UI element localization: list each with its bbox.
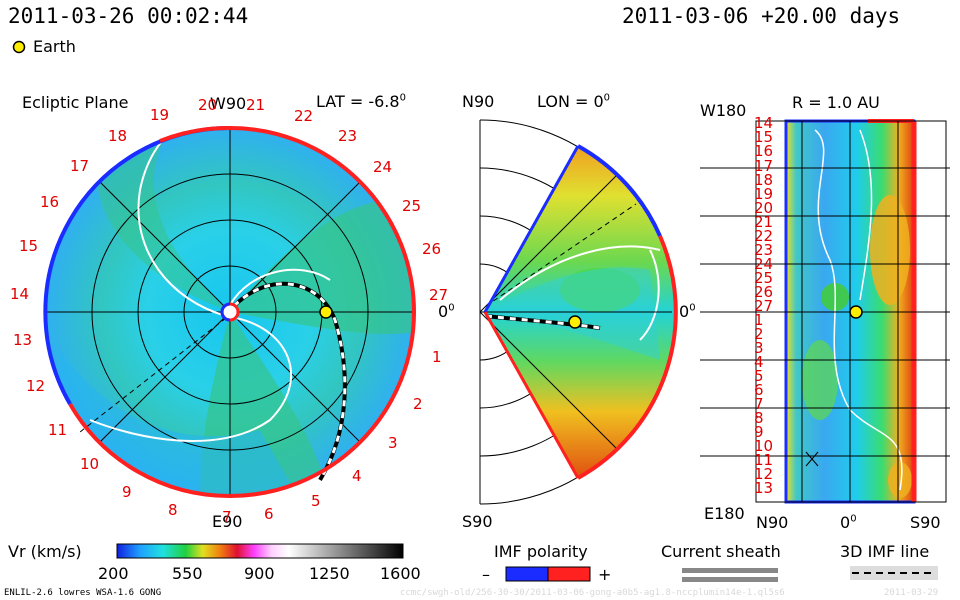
radial-n90-label: N90: [756, 513, 789, 532]
y-tick: 26: [754, 283, 774, 301]
earth-marker-ecliptic: [319, 305, 333, 319]
radius-label: R = 1.0 AU: [792, 93, 880, 112]
y-tick: 10: [754, 437, 774, 455]
polarity-minus: –: [482, 565, 490, 584]
ring-tick: 5: [311, 492, 321, 510]
ecliptic-zero-label: 00: [438, 302, 455, 321]
ecliptic-title: Ecliptic Plane: [22, 93, 129, 112]
y-tick: 18: [754, 171, 774, 189]
reference-time: 2011-03-06 +20.00 days: [622, 4, 901, 28]
y-tick: 15: [754, 128, 774, 146]
imf-line-label: 3D IMF line: [840, 542, 930, 561]
y-tick: 11: [754, 451, 774, 469]
y-tick: 25: [754, 269, 774, 287]
w180-label: W180: [700, 101, 747, 120]
ring-tick: 3: [388, 434, 398, 452]
colorbar: [116, 543, 404, 559]
ring-tick: 14: [10, 285, 30, 303]
earth-marker-meridional: [568, 315, 582, 329]
current-time: 2011-03-26 00:02:44: [8, 4, 249, 28]
ring-tick: 16: [40, 193, 60, 211]
ring-tick: 2: [413, 395, 423, 413]
ring-tick: 6: [264, 505, 274, 523]
radial-s90-label: S90: [910, 513, 941, 532]
earth-marker-radial: [849, 305, 863, 319]
y-tick: 5: [754, 367, 764, 385]
y-tick: 19: [754, 185, 774, 203]
radial-zero-label: 00: [840, 513, 857, 532]
ring-tick: 26: [422, 240, 442, 258]
y-tick: 6: [754, 381, 764, 399]
earth-legend-icon: [12, 40, 26, 54]
y-tick: 22: [754, 227, 774, 245]
current-sheath-label: Current sheath: [661, 542, 781, 561]
e180-label: E180: [704, 504, 745, 523]
file-label: ccmc/swgh-old/256-30-30/2011-03-06-gong-…: [400, 588, 785, 598]
y-tick: 4: [754, 353, 764, 371]
ring-tick: 17: [70, 157, 90, 175]
ring-tick: 7: [222, 508, 232, 526]
y-tick: 13: [754, 479, 774, 497]
ring-tick: 20: [198, 96, 218, 114]
polarity-plus: +: [598, 565, 612, 584]
meridional-zero-label: 00: [679, 302, 696, 321]
model-label: ENLIL-2.6 lowres WSA-1.6 GONG: [4, 588, 162, 598]
y-tick: 12: [754, 465, 774, 483]
colorbar-tick: 900: [244, 564, 275, 583]
n90-label: N90: [462, 92, 495, 111]
y-tick: 7: [754, 395, 764, 413]
ring-tick: 4: [352, 467, 362, 485]
imf-polarity-bar: [505, 566, 591, 582]
s90-label: S90: [462, 512, 493, 531]
ring-tick: 15: [19, 237, 39, 255]
colorbar-tick: 1250: [309, 564, 350, 583]
y-tick: 24: [754, 255, 774, 273]
ring-tick: 1: [432, 348, 442, 366]
colorbar-label: Vr (km/s): [8, 542, 82, 561]
y-tick: 17: [754, 157, 774, 175]
ring-tick: 27: [429, 286, 449, 304]
ring-tick: 19: [150, 106, 170, 124]
imf-line-swatch: [850, 566, 938, 580]
ring-tick: 11: [48, 421, 68, 439]
y-tick: 3: [754, 339, 764, 357]
y-tick: 2: [754, 325, 764, 343]
radial-map: [700, 119, 950, 504]
ring-tick: 25: [402, 197, 422, 215]
colorbar-tick: 1600: [380, 564, 421, 583]
ring-tick: 18: [108, 127, 128, 145]
lat-label: LAT = -6.80: [316, 92, 406, 111]
ring-tick: 12: [26, 377, 46, 395]
ring-tick: 8: [168, 501, 178, 519]
ring-tick: 21: [246, 96, 266, 114]
colorbar-tick: 200: [98, 564, 129, 583]
y-tick: 14: [754, 114, 774, 132]
ring-tick: 22: [294, 107, 314, 125]
y-tick: 21: [754, 213, 774, 231]
ring-tick: 13: [13, 331, 33, 349]
ring-tick: 24: [373, 158, 393, 176]
y-tick: 27: [754, 297, 774, 315]
current-sheath-swatch: [682, 568, 778, 582]
y-tick: 23: [754, 241, 774, 259]
y-tick: 9: [754, 423, 764, 441]
earth-legend-label: Earth: [33, 37, 76, 56]
y-tick: 8: [754, 409, 764, 427]
ring-tick: 9: [122, 483, 132, 501]
meridional-wedge: [479, 119, 678, 505]
colorbar-tick: 550: [172, 564, 203, 583]
date-label: 2011-03-29: [884, 588, 939, 598]
imf-polarity-label: IMF polarity: [494, 542, 588, 561]
ecliptic-disk: [43, 125, 416, 499]
y-tick: 1: [754, 311, 764, 329]
y-tick: 16: [754, 142, 774, 160]
y-tick: 20: [754, 199, 774, 217]
w90-label: W90: [210, 94, 247, 113]
ring-tick: 23: [338, 127, 358, 145]
e90-label: E90: [212, 512, 243, 531]
lon-label: LON = 00: [537, 92, 611, 111]
ring-tick: 10: [80, 455, 100, 473]
